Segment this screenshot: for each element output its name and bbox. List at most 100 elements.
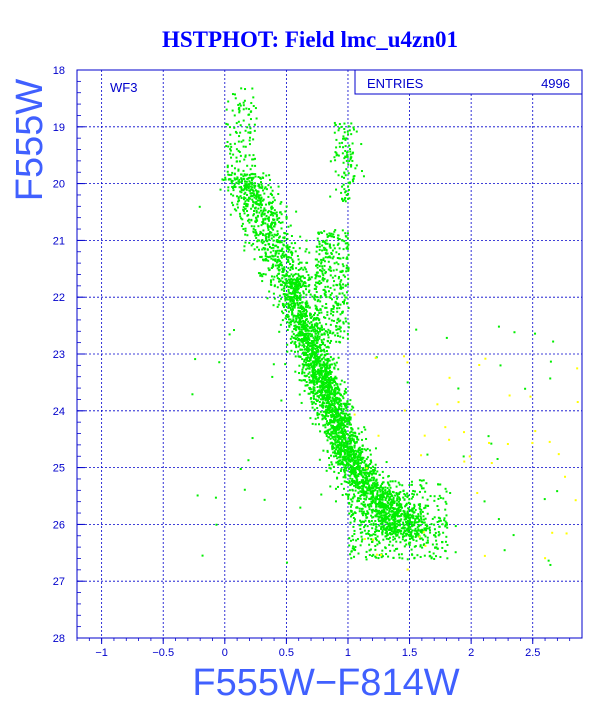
data-point xyxy=(267,228,270,231)
data-point xyxy=(401,535,404,538)
data-point xyxy=(311,361,314,364)
data-point xyxy=(328,466,331,469)
data-point xyxy=(398,503,401,506)
data-point xyxy=(343,448,346,451)
data-point xyxy=(286,246,289,249)
data-point xyxy=(317,368,320,371)
data-point xyxy=(310,317,313,320)
data-point xyxy=(394,548,397,551)
data-point xyxy=(529,395,532,398)
data-point xyxy=(318,423,321,426)
data-point xyxy=(340,379,343,382)
data-point xyxy=(557,453,560,456)
data-point xyxy=(255,219,258,222)
data-point xyxy=(339,442,342,445)
data-point xyxy=(384,489,387,492)
data-point xyxy=(352,470,355,473)
data-point xyxy=(342,302,345,305)
data-point xyxy=(411,510,414,513)
data-point xyxy=(413,529,416,532)
data-point xyxy=(328,410,331,413)
data-point xyxy=(269,251,272,254)
data-point xyxy=(324,242,327,245)
data-point xyxy=(340,407,343,410)
data-point xyxy=(381,516,384,519)
data-point xyxy=(341,270,344,273)
data-point xyxy=(419,484,422,487)
data-point xyxy=(287,278,290,281)
data-point xyxy=(487,435,490,438)
data-point xyxy=(304,301,307,304)
data-point xyxy=(266,255,269,258)
data-point xyxy=(356,457,359,460)
data-point xyxy=(287,310,290,313)
data-point xyxy=(337,472,340,475)
data-point xyxy=(424,544,427,547)
data-point xyxy=(314,304,317,307)
data-point xyxy=(374,482,377,485)
data-point xyxy=(344,391,347,394)
data-point xyxy=(392,532,395,535)
data-point xyxy=(311,323,314,326)
data-point xyxy=(301,358,304,361)
data-point xyxy=(270,192,273,195)
data-point xyxy=(387,502,390,505)
data-point xyxy=(324,316,327,319)
data-point xyxy=(305,239,308,242)
data-point xyxy=(356,538,359,541)
data-point xyxy=(299,313,302,316)
data-point xyxy=(336,256,339,259)
data-point xyxy=(294,279,297,282)
data-point xyxy=(342,336,345,339)
data-point xyxy=(328,457,331,460)
data-point xyxy=(251,195,254,198)
data-point xyxy=(257,234,260,237)
data-point xyxy=(298,292,301,295)
data-point xyxy=(315,322,318,325)
data-point xyxy=(250,181,253,184)
data-point xyxy=(298,364,301,367)
data-point xyxy=(246,184,249,187)
data-point xyxy=(308,357,311,360)
data-point xyxy=(334,170,337,173)
data-point xyxy=(324,368,327,371)
data-point xyxy=(377,505,380,508)
data-point xyxy=(418,507,421,510)
data-point xyxy=(264,234,267,237)
data-point xyxy=(497,325,500,328)
data-point xyxy=(344,438,347,441)
data-point xyxy=(336,412,339,415)
data-point xyxy=(332,244,335,247)
data-point xyxy=(296,281,299,284)
data-point xyxy=(340,405,343,408)
data-point xyxy=(385,553,388,556)
data-point xyxy=(304,268,307,271)
data-point xyxy=(411,508,414,511)
data-point xyxy=(325,366,328,369)
data-point xyxy=(332,314,335,317)
data-point xyxy=(349,416,352,419)
data-point xyxy=(304,315,307,318)
data-point xyxy=(346,417,349,420)
data-point xyxy=(321,413,324,416)
data-point xyxy=(344,197,347,200)
data-point xyxy=(251,172,254,175)
data-point xyxy=(362,479,365,482)
data-point xyxy=(290,349,293,352)
data-point xyxy=(454,551,457,554)
data-point xyxy=(319,376,322,379)
data-point xyxy=(462,455,465,458)
data-point xyxy=(328,296,331,299)
data-point xyxy=(344,242,347,245)
data-point xyxy=(433,534,436,537)
data-point xyxy=(370,519,373,522)
data-point xyxy=(324,306,327,309)
data-point xyxy=(308,367,311,370)
data-point xyxy=(239,104,242,107)
data-point xyxy=(384,521,387,524)
data-point xyxy=(343,419,346,422)
data-point xyxy=(309,356,312,359)
data-point xyxy=(333,131,336,134)
data-point xyxy=(402,509,405,512)
data-point xyxy=(378,553,381,556)
